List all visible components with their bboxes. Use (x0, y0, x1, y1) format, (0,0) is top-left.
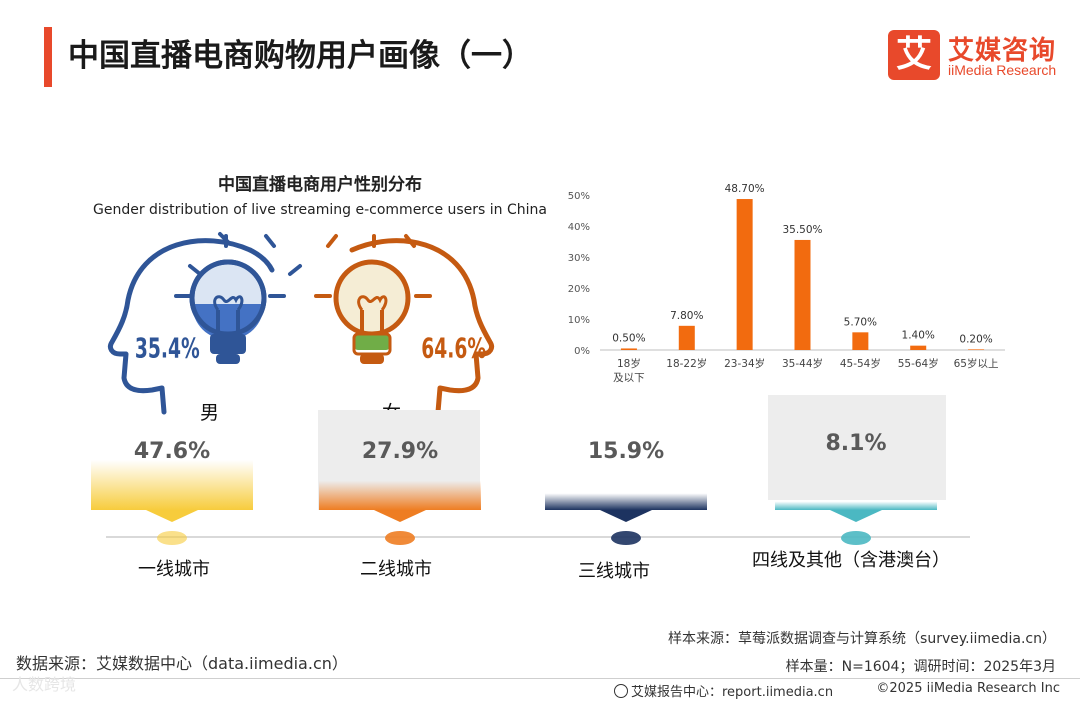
age-bar (910, 345, 927, 350)
city-marker-dot (841, 531, 871, 545)
age-bar-value-label: 0.50% (612, 332, 645, 344)
gender-chart-subtitle: Gender distribution of live streaming e-… (92, 202, 547, 218)
city-pointer (600, 510, 652, 522)
age-bar (736, 199, 753, 350)
age-bar-value-label: 0.20% (959, 333, 992, 345)
y-tick-label: 20% (568, 284, 590, 295)
globe-icon (614, 684, 628, 698)
city-value-label: 27.9% (362, 439, 438, 464)
age-bar-value-label: 1.40% (902, 330, 935, 342)
city-label-tier2: 二线城市 (360, 559, 432, 580)
female-head-icon (349, 238, 495, 415)
age-bar (620, 348, 637, 350)
male-head-icon (107, 238, 275, 415)
female-pct-label: 64.6% (421, 332, 486, 365)
footer-divider (0, 678, 1080, 679)
y-tick-label: 50% (568, 191, 590, 202)
city-value-label: 15.9% (588, 439, 664, 464)
logo-english: iiMedia Research (948, 62, 1057, 78)
city-value-label: 47.6% (134, 439, 210, 464)
title-accent-bar (44, 27, 52, 87)
city-marker-dot (157, 531, 187, 545)
age-bar-value-label: 48.70% (725, 183, 765, 195)
city-bar (91, 460, 253, 510)
male-pct-label: 35.4% (135, 332, 200, 365)
city-bar (545, 493, 707, 510)
logo-mark: 艾 (888, 30, 940, 80)
page-title: 中国直播电商购物用户画像（一） (68, 38, 533, 74)
age-bar (678, 325, 695, 350)
city-pointer (830, 510, 882, 522)
age-category-label: 55-64岁 (898, 357, 939, 370)
age-bar (852, 332, 869, 350)
age-category-label-line2: 及以下 (613, 372, 645, 384)
city-tier-chart: 47.6% 27.9% 15.9% 8.1% (91, 431, 970, 545)
city-label-tier4: 四线及其他（含港澳台） (752, 550, 950, 571)
age-category-label: 65岁以上 (954, 357, 999, 370)
city-bar (319, 480, 481, 510)
y-tick-label: 40% (568, 222, 590, 233)
y-tick-label: 30% (568, 253, 590, 264)
city-label-tier1: 一线城市 (138, 559, 210, 580)
age-bar-value-label: 7.80% (670, 310, 703, 322)
age-category-label: 18-22岁 (666, 357, 707, 370)
sample-source: 样本来源：草莓派数据调查与计算系统（survey.iimedia.cn） (668, 631, 1056, 647)
highlight-box-tier4 (768, 395, 946, 500)
age-category-label: 23-34岁 (724, 357, 765, 370)
city-pointer (146, 510, 198, 522)
male-bulb-icon (174, 232, 302, 364)
city-pointer (374, 510, 426, 522)
copyright: ©2025 iiMedia Research Inc (876, 681, 1060, 696)
male-label: 男 (200, 402, 220, 424)
city-bar (775, 501, 937, 510)
age-bar (968, 349, 985, 350)
age-category-label: 35-44岁 (782, 357, 823, 370)
city-label-tier3: 三线城市 (578, 561, 650, 582)
gender-illustration: 35.4% 64.6% (107, 232, 495, 415)
female-bulb-icon (314, 234, 432, 364)
sample-size: 样本量：N=1604；调研时间：2025年3月 (785, 659, 1056, 675)
city-value-label: 8.1% (825, 431, 886, 456)
age-category-label: 45-54岁 (840, 357, 881, 370)
report-center-text: 艾媒报告中心：report.iimedia.cn (631, 685, 834, 700)
age-category-label: 18岁 (617, 357, 641, 370)
age-bar-value-label: 5.70% (844, 316, 877, 328)
city-marker-dot (611, 531, 641, 545)
age-bar-value-label: 35.50% (782, 224, 822, 236)
y-tick-label: 10% (568, 315, 590, 326)
gender-chart-title: 中国直播电商用户性别分布 (218, 175, 422, 195)
y-tick-label: 0% (574, 346, 590, 357)
city-marker-dot (385, 531, 415, 545)
report-center: 艾媒报告中心：report.iimedia.cn (614, 681, 833, 700)
age-bar (794, 239, 811, 350)
watermark: 人数跨境 (12, 675, 77, 694)
logo-chinese: 艾媒咨询 (948, 36, 1057, 66)
data-source: 数据来源：艾媒数据中心（data.iimedia.cn） (16, 654, 348, 673)
